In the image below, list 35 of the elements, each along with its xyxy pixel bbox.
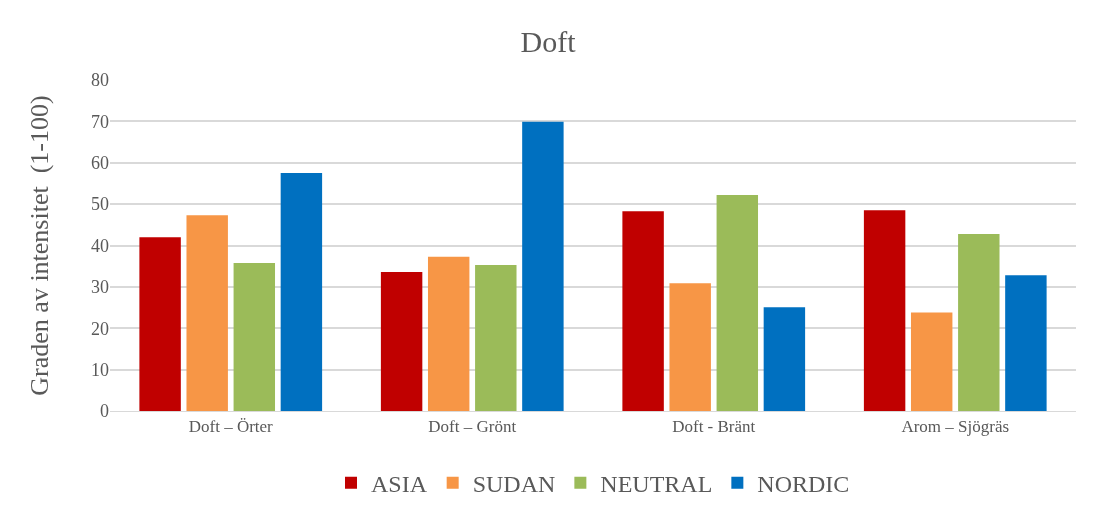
y-tick-label: 60	[91, 153, 109, 174]
x-tick-label: Doft - Bränt	[672, 417, 756, 437]
x-tick-label: Arom – Sjögräs	[901, 417, 1010, 437]
bar	[763, 307, 806, 411]
bar	[958, 233, 1000, 411]
bar	[139, 237, 181, 411]
bar	[186, 215, 228, 411]
bar	[669, 283, 711, 411]
legend-label: NORDIC	[757, 471, 850, 498]
x-tick-label: Doft – Örter	[188, 417, 274, 437]
bar	[427, 256, 470, 411]
y-axis-title: Graden av intensitet (1-100)	[25, 95, 54, 396]
bar	[863, 210, 906, 411]
bar	[522, 121, 564, 411]
chart-title: Doft	[520, 25, 577, 59]
y-tick-label: 50	[91, 194, 109, 215]
bar	[280, 173, 323, 411]
legend-label: ASIA	[371, 471, 428, 498]
bar	[475, 264, 517, 411]
y-tick-label: 70	[91, 111, 109, 132]
bar	[716, 195, 759, 411]
y-tick-label: 10	[91, 359, 109, 380]
y-tick-label: 30	[91, 277, 109, 298]
y-tick-label: 20	[91, 318, 109, 339]
bar	[380, 271, 423, 411]
y-tick-label: 40	[91, 235, 109, 256]
legend-label: SUDAN	[472, 471, 556, 498]
legend-label: NEUTRAL	[600, 471, 713, 498]
bar	[233, 262, 276, 411]
y-tick-label: 0	[100, 401, 109, 422]
y-tick-label: 80	[91, 70, 109, 91]
bar	[622, 211, 664, 411]
x-tick-label: Doft – Grönt	[428, 417, 517, 437]
bar	[910, 312, 953, 411]
bar	[1005, 275, 1047, 411]
